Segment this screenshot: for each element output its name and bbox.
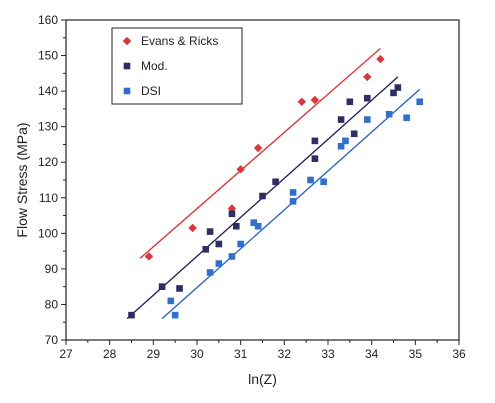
x-tick-label: 30 xyxy=(190,347,204,361)
data-point-evans-ricks xyxy=(297,97,306,106)
data-point-mod xyxy=(350,130,358,138)
data-point-dsi xyxy=(289,189,297,196)
x-tick-label: 27 xyxy=(59,347,73,361)
x-tick-label: 35 xyxy=(409,347,423,361)
data-point-mod xyxy=(228,210,236,218)
data-point-mod xyxy=(272,178,279,186)
data-point-mod xyxy=(206,228,214,235)
y-tick-label: 140 xyxy=(38,84,58,98)
data-point-mod xyxy=(128,311,135,319)
data-point-mod xyxy=(311,155,319,162)
data-point-evans-ricks xyxy=(363,72,372,82)
legend-label-dsi: DSI xyxy=(141,84,161,98)
data-point-dsi xyxy=(403,114,410,122)
fit-line-evans-ricks xyxy=(139,47,381,259)
data-point-mod xyxy=(346,98,354,106)
legend-marker-mod xyxy=(123,62,131,70)
data-point-dsi xyxy=(320,178,327,186)
data-point-mod xyxy=(337,116,345,123)
x-tick-label: 33 xyxy=(321,347,335,361)
data-point-dsi xyxy=(171,311,179,319)
x-tick-label: 36 xyxy=(452,347,466,361)
data-point-evans-ricks xyxy=(310,95,320,105)
data-point-dsi xyxy=(167,297,175,305)
data-point-mod xyxy=(364,94,371,102)
y-axis-title: Flow Stress (MPa) xyxy=(14,122,30,237)
data-point-dsi xyxy=(342,137,349,145)
y-tick-label: 130 xyxy=(38,120,58,134)
data-point-evans-ricks xyxy=(236,165,245,174)
x-axis-title: ln(Z) xyxy=(248,371,277,387)
y-tick-label: 70 xyxy=(45,333,59,347)
y-tick-label: 150 xyxy=(38,49,58,63)
legend: Evans & Ricks Mod. DSI xyxy=(111,27,243,105)
x-tick-label: 31 xyxy=(234,347,248,361)
x-tick-label: 28 xyxy=(103,347,117,361)
data-point-mod xyxy=(158,283,166,290)
x-tick-label: 32 xyxy=(278,347,292,361)
data-point-evans-ricks xyxy=(144,252,154,261)
y-tick-label: 120 xyxy=(38,155,58,169)
data-point-mod xyxy=(233,222,240,230)
data-point-mod xyxy=(215,240,223,248)
data-point-dsi xyxy=(228,253,236,260)
data-point-mod xyxy=(311,137,319,145)
data-point-dsi xyxy=(385,110,393,118)
legend-label-mod: Mod. xyxy=(141,59,168,73)
y-tick-label: 110 xyxy=(39,191,58,205)
data-point-dsi xyxy=(289,198,297,205)
y-tick-label: 100 xyxy=(38,226,58,240)
data-point-dsi xyxy=(237,240,244,248)
y-tick-label: 160 xyxy=(38,13,58,27)
data-point-dsi xyxy=(250,219,258,226)
data-point-dsi xyxy=(364,116,371,123)
legend-marker-dsi xyxy=(123,87,131,95)
data-point-mod xyxy=(259,192,266,200)
data-point-mod xyxy=(394,84,402,91)
data-point-mod xyxy=(176,285,183,292)
legend-label-evans-ricks: Evans & Ricks xyxy=(141,34,218,48)
legend-marker-evans-ricks xyxy=(122,36,132,46)
y-axis: 70 80 90 100 110 120 130 140 150 160 xyxy=(38,13,66,347)
data-point-dsi xyxy=(215,260,223,267)
data-point-mod xyxy=(202,246,210,253)
x-axis: 27 28 29 30 31 32 33 34 35 36 xyxy=(59,340,466,361)
data-point-dsi xyxy=(337,142,345,150)
data-points xyxy=(128,54,423,319)
data-point-dsi xyxy=(254,222,262,230)
data-point-dsi xyxy=(416,98,423,106)
y-tick-label: 90 xyxy=(45,262,59,276)
x-tick-label: 29 xyxy=(147,347,161,361)
data-point-evans-ricks xyxy=(188,223,197,233)
data-point-evans-ricks xyxy=(376,54,385,64)
data-point-dsi xyxy=(206,269,214,276)
data-point-mod xyxy=(390,89,397,97)
x-tick-label: 34 xyxy=(365,347,379,361)
y-tick-label: 80 xyxy=(45,297,59,311)
data-point-dsi xyxy=(307,176,314,184)
data-point-evans-ricks xyxy=(253,143,263,153)
legend-box xyxy=(111,27,243,105)
